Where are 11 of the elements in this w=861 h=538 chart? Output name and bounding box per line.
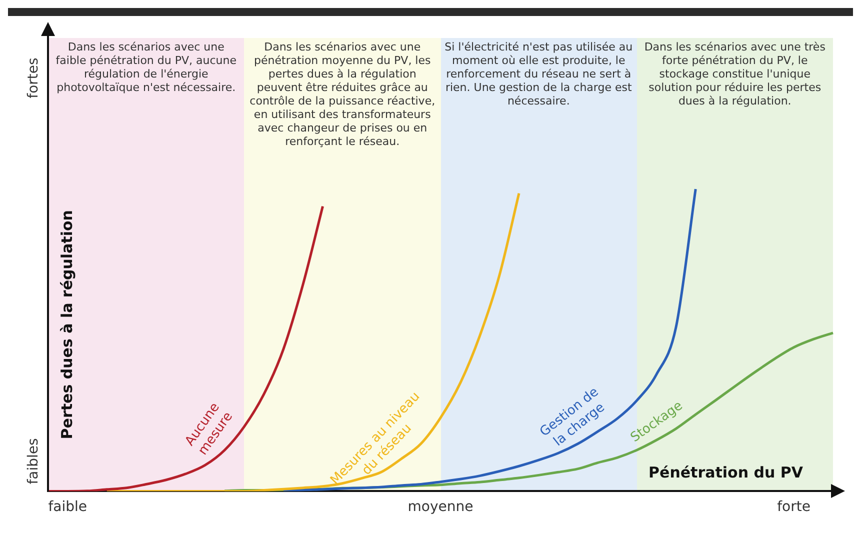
x-tick-label: faible [48,499,88,516]
text: Si l'électricité n'est pas utilisée au moment où elle est produite, le renforcement du réseau ne sert à rien. Une gestion de la charge est nécessaire. [444,40,633,108]
x-tick-label: moyenne [408,499,474,516]
x-tick-label: forte [777,499,810,516]
y-axis-title: Pertes dues à la régulation [58,210,76,440]
text: Dans les scénarios avec une faible pénétration du PV, aucune régulation de l'énergie photovoltaïque n'est nécessaire. [56,40,237,94]
text: fortes [26,58,42,98]
text: Dans les scénarios avec une très forte pénétration du PV, le stockage constitue l'unique solution pour réduire les pertes dues à la régulation. [644,40,826,108]
x-axis-title: Pénétration du PV [648,464,804,482]
text: faibles [26,438,42,484]
text: Dans les scénarios avec une pénétration moyenne du PV, les pertes dues à la régulation peuvent être réduites grâce au contrôle de la puissance réactive, en utilisant des transformateurs avec changeur de prises ou en renforçant le réseau. [250,40,436,148]
